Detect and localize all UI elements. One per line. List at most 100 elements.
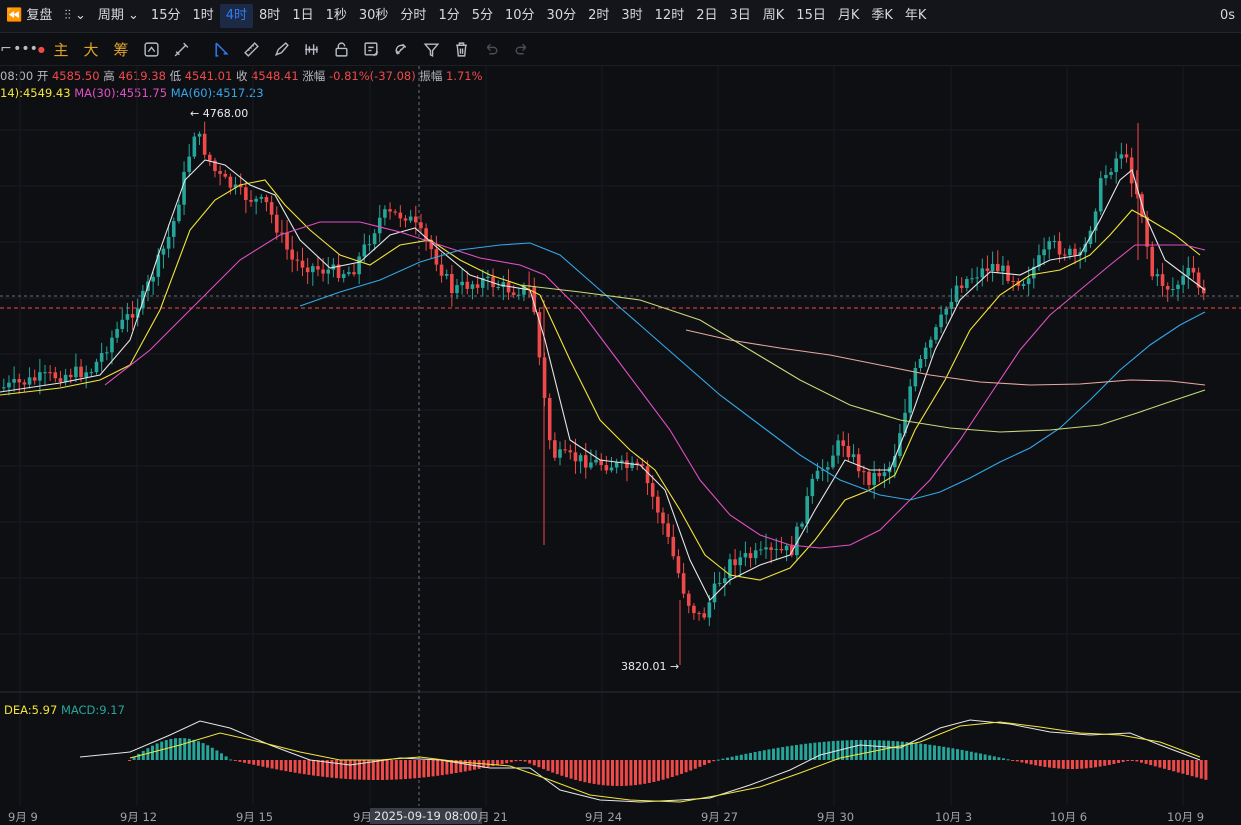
macd-bar bbox=[1167, 760, 1171, 771]
interval-20[interactable]: 季K bbox=[871, 8, 893, 23]
countdown: 0s bbox=[1219, 8, 1235, 23]
candle bbox=[702, 607, 706, 620]
macd-bar bbox=[1043, 760, 1047, 767]
interval-1[interactable]: 1时 bbox=[192, 8, 214, 23]
macd-bar bbox=[1057, 760, 1061, 769]
crosshair-time-label: 2025-09-19 08:00 bbox=[370, 808, 482, 824]
candle bbox=[2, 378, 6, 392]
candle bbox=[264, 194, 269, 212]
line-tool-icon[interactable] bbox=[206, 34, 236, 64]
interval-8[interactable]: 1分 bbox=[438, 8, 460, 23]
interval-0[interactable]: 15分 bbox=[150, 8, 181, 23]
replay-button[interactable]: ⏪ 复盘 bbox=[6, 8, 53, 23]
chip-distribution-button[interactable]: 筹 bbox=[113, 40, 129, 59]
interval-10[interactable]: 10分 bbox=[505, 8, 535, 23]
candle bbox=[1021, 280, 1026, 290]
candle bbox=[862, 465, 866, 485]
lock-icon[interactable] bbox=[326, 34, 356, 64]
interval-6[interactable]: 30秒 bbox=[358, 8, 389, 23]
interval-21[interactable]: 年K bbox=[904, 8, 927, 23]
drawing-settings-icon[interactable] bbox=[166, 34, 196, 64]
candle bbox=[553, 432, 557, 461]
interval-3[interactable]: 8时 bbox=[259, 8, 281, 23]
interval-11[interactable]: 30分 bbox=[546, 8, 577, 23]
macd-bar bbox=[335, 760, 338, 779]
interval-19[interactable]: 月K bbox=[837, 8, 860, 23]
x-tick: 10月 3 bbox=[935, 810, 973, 824]
candle bbox=[1057, 232, 1062, 263]
more-icon[interactable]: ••• ● bbox=[13, 41, 45, 57]
candle bbox=[7, 375, 11, 396]
macd-bar bbox=[528, 760, 532, 764]
candle bbox=[336, 254, 341, 282]
macd-bar bbox=[1080, 760, 1084, 769]
filter-icon[interactable] bbox=[416, 34, 446, 64]
candle bbox=[120, 308, 125, 333]
interval-17[interactable]: 周K bbox=[762, 8, 785, 23]
macd-bar bbox=[542, 760, 545, 770]
candle bbox=[789, 535, 794, 558]
macd-bar bbox=[675, 760, 679, 776]
period-button[interactable]: 周期 ⌄ bbox=[97, 8, 139, 23]
interval-16[interactable]: 3日 bbox=[729, 8, 751, 23]
ruler-icon[interactable] bbox=[236, 34, 266, 64]
interval-5[interactable]: 1秒 bbox=[325, 8, 347, 23]
macd-bar bbox=[680, 760, 683, 774]
macd-bar bbox=[601, 760, 605, 786]
macd-bar bbox=[942, 746, 946, 760]
candle bbox=[1093, 208, 1098, 243]
dea-line bbox=[129, 721, 1201, 803]
macd-bar bbox=[1163, 760, 1166, 769]
pattern-icon[interactable] bbox=[296, 34, 326, 64]
cursor-icon[interactable]: ⌐ bbox=[0, 41, 12, 57]
interval-18[interactable]: 15日 bbox=[796, 8, 826, 23]
macd-bar bbox=[417, 760, 421, 778]
macd-value: MACD:9.17 bbox=[60, 703, 125, 717]
candle bbox=[290, 235, 294, 273]
interval-7[interactable]: 分时 bbox=[400, 8, 427, 23]
macd-bar bbox=[799, 744, 803, 760]
interval-9[interactable]: 5分 bbox=[471, 8, 493, 23]
candle bbox=[892, 443, 897, 479]
macd-bar bbox=[353, 760, 357, 780]
interval-15[interactable]: 2日 bbox=[696, 8, 718, 23]
macd-bar bbox=[960, 749, 964, 760]
candle bbox=[532, 277, 537, 315]
brush-icon[interactable] bbox=[266, 34, 296, 64]
ma-pink-line bbox=[104, 221, 1206, 549]
candle bbox=[867, 469, 871, 491]
compare-icon[interactable] bbox=[136, 34, 166, 64]
interval-4[interactable]: 1日 bbox=[292, 8, 314, 23]
macd-bar bbox=[1199, 760, 1203, 779]
interval-13[interactable]: 3时 bbox=[621, 8, 643, 23]
interval-2[interactable]: 4时 bbox=[219, 4, 254, 28]
macd-bar bbox=[1158, 760, 1162, 768]
redo-icon[interactable] bbox=[506, 34, 536, 64]
candle bbox=[398, 205, 403, 228]
replay-label: 复盘 bbox=[26, 8, 53, 23]
trash-icon[interactable] bbox=[446, 34, 476, 64]
candle bbox=[692, 602, 696, 620]
interval-12[interactable]: 2时 bbox=[588, 8, 610, 23]
candle bbox=[944, 305, 949, 324]
macd-bar bbox=[1190, 760, 1194, 777]
interval-14[interactable]: 12时 bbox=[654, 8, 685, 23]
macd-bar bbox=[261, 760, 265, 767]
macd-bar bbox=[592, 760, 596, 784]
candle bbox=[1098, 171, 1103, 215]
candlestick-chart[interactable] bbox=[0, 66, 1241, 806]
chart-type-button[interactable]: ⫶⫶ ⌄ bbox=[64, 8, 86, 23]
candle bbox=[12, 366, 16, 392]
candle bbox=[249, 190, 253, 207]
candle bbox=[352, 264, 356, 277]
candle bbox=[326, 257, 331, 285]
main-indicator-button[interactable]: 主 bbox=[53, 40, 69, 59]
macd-bar bbox=[509, 760, 513, 763]
macd-bar bbox=[413, 760, 417, 779]
edit-icon[interactable] bbox=[356, 34, 386, 64]
macd-bar bbox=[864, 740, 867, 760]
large-order-button[interactable]: 大 bbox=[83, 40, 99, 59]
magnet-icon[interactable] bbox=[386, 34, 416, 64]
candle bbox=[269, 195, 274, 224]
undo-icon[interactable] bbox=[476, 34, 506, 64]
